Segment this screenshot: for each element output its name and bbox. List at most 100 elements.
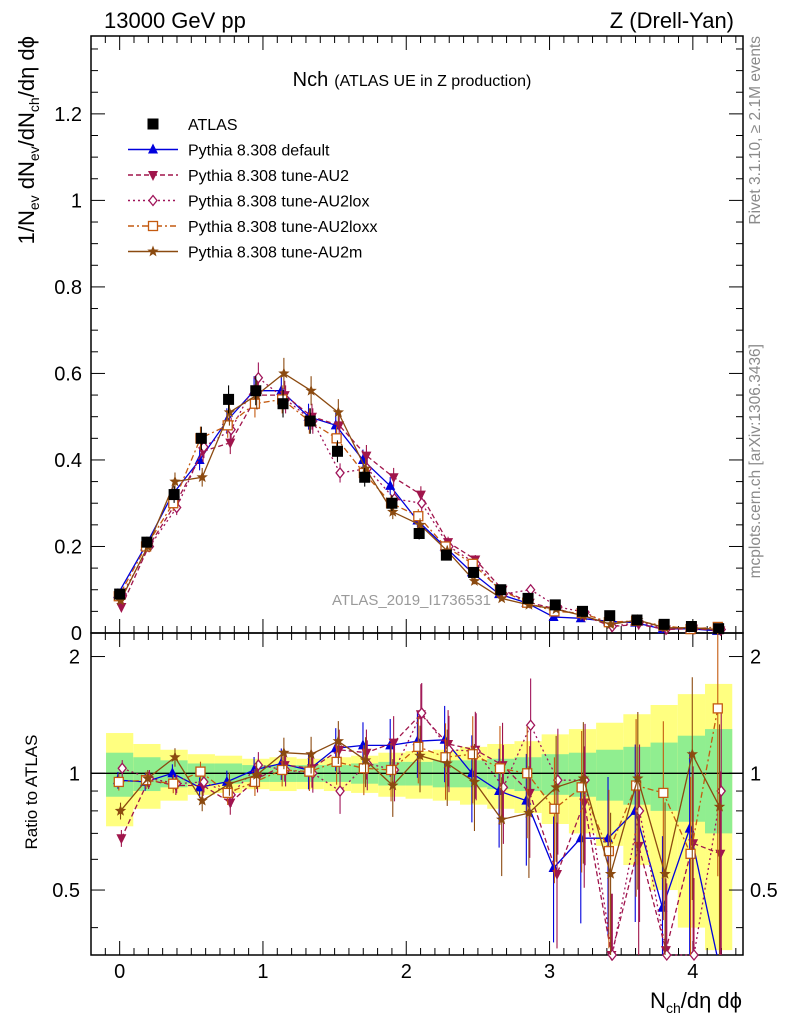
atlas-data-point — [577, 605, 589, 617]
au2-marker — [334, 421, 345, 432]
au2m-marker — [332, 406, 344, 418]
au2m-marker — [713, 800, 726, 812]
au2-marker — [116, 603, 127, 614]
y-tick-label: 1.2 — [54, 104, 82, 126]
au2loxx-marker — [685, 848, 696, 859]
ratio-tick-label-right: 2 — [750, 647, 761, 669]
au2-marker — [361, 451, 372, 462]
au2m-marker — [196, 471, 208, 483]
atlas-data-point — [685, 621, 697, 633]
default-marker — [167, 767, 178, 778]
au2m-marker — [359, 462, 372, 474]
au2lox-marker — [253, 371, 264, 384]
band-inner-bin — [677, 735, 706, 822]
au2m-marker — [147, 245, 159, 257]
y-tick-label: 0 — [71, 623, 82, 645]
au2loxx-marker — [331, 756, 342, 768]
default-marker — [148, 143, 158, 154]
x-tick-label: 2 — [401, 961, 412, 983]
au2m-marker — [278, 367, 290, 379]
au2lox-marker — [335, 784, 345, 798]
au2loxx-marker — [147, 220, 159, 232]
atlas-data-point — [713, 623, 725, 635]
au2m-marker — [523, 807, 535, 818]
atlas-data-point — [147, 118, 159, 130]
au2lox-marker — [416, 707, 427, 720]
au2m-marker — [441, 757, 453, 769]
atlas-data-point — [604, 610, 616, 622]
atlas-data-point — [141, 536, 153, 548]
au2loxx-marker — [249, 776, 261, 788]
y-tick-label: 0.2 — [54, 536, 82, 558]
au2loxx-marker — [277, 764, 288, 776]
legend-label: Pythia 8.308 tune-AU2lox — [188, 194, 369, 211]
ratio-tick-label-left: 0.5 — [52, 880, 80, 902]
legend-entry-default: Pythia 8.308 default — [128, 143, 330, 160]
legend-label: Pythia 8.308 tune-AU2loxx — [188, 219, 377, 236]
atlas-data-point — [304, 415, 316, 427]
legend-label: ATLAS — [188, 117, 238, 134]
au2m-marker — [604, 618, 617, 630]
ratio-frame — [90, 632, 744, 956]
au2m-marker — [414, 749, 426, 761]
ratio-tick-label-left: 2 — [69, 647, 80, 669]
legend: ATLAS Pythia 8.308 default Pythia 8.308 tu… — [128, 117, 377, 262]
au2m-marker — [142, 772, 154, 784]
au2m-marker — [114, 594, 127, 606]
atlas-data-point — [386, 497, 398, 509]
legend-label: Pythia 8.308 default — [188, 143, 330, 160]
au2m-marker — [169, 475, 181, 487]
ratio-series-au2m — [114, 677, 726, 955]
y-ratio-label: Ratio to ATLAS — [22, 735, 41, 850]
au2lox-marker — [689, 948, 699, 962]
atlas-data-point — [495, 584, 507, 596]
legend-label: Pythia 8.308 tune-AU2 — [188, 168, 349, 185]
legend-entry-au2lox: Pythia 8.308 tune-AU2lox — [128, 194, 369, 211]
au2lox-marker — [199, 775, 209, 788]
au2m-marker — [387, 779, 399, 791]
au2loxx-marker — [195, 766, 206, 777]
au2loxx-marker — [113, 776, 124, 788]
y-tick-label: 1 — [71, 190, 82, 212]
band-inner-bin — [596, 749, 624, 801]
au2lox-marker — [525, 719, 536, 732]
au2m-marker — [250, 769, 263, 780]
band-inner-bin — [650, 742, 678, 811]
au2m-marker — [496, 813, 508, 825]
atlas-data-point — [549, 599, 561, 611]
mcplots-label: mcplots.cern.ch [arXiv:1306.3436] — [747, 344, 764, 578]
au2-marker — [388, 738, 399, 749]
au2m-marker — [577, 772, 590, 784]
header-left: 13000 GeV pp — [104, 8, 246, 33]
au2m-marker — [468, 575, 481, 586]
header-right: Z (Drell-Yan) — [610, 8, 734, 33]
au2-marker — [415, 490, 426, 501]
au2lox-marker — [416, 497, 427, 510]
y-tick-label: 0.8 — [54, 277, 82, 299]
au2loxx-marker — [249, 398, 261, 409]
ratio-tick-label-right: 0.5 — [750, 880, 778, 902]
au2m-marker — [496, 592, 508, 604]
au2loxx-marker — [494, 763, 506, 774]
x-tick-label: 1 — [257, 961, 268, 983]
ratio-tick-label-right: 1 — [750, 763, 761, 785]
x-tick-label: 4 — [687, 961, 698, 983]
x-tick-label: 3 — [544, 961, 555, 983]
legend-label: Pythia 8.308 tune-AU2m — [188, 245, 362, 262]
au2m-marker — [550, 781, 562, 793]
au2loxx-marker — [304, 766, 315, 777]
series-line-au2lox — [121, 376, 722, 631]
ratio-series-layer — [112, 633, 727, 962]
au2loxx-marker — [712, 703, 723, 714]
au2-marker — [148, 171, 158, 181]
au2loxx-marker — [467, 749, 478, 760]
au2m-marker — [468, 775, 481, 787]
au2m-marker — [278, 746, 290, 758]
au2lox-marker — [117, 762, 128, 775]
au2loxx-marker — [413, 741, 424, 752]
y-main-label: 1/Nev dNev/dNch/dη dϕ — [14, 36, 42, 244]
atlas-data-point — [250, 385, 262, 397]
au2m-marker — [114, 804, 127, 816]
au2m-marker — [223, 406, 236, 418]
